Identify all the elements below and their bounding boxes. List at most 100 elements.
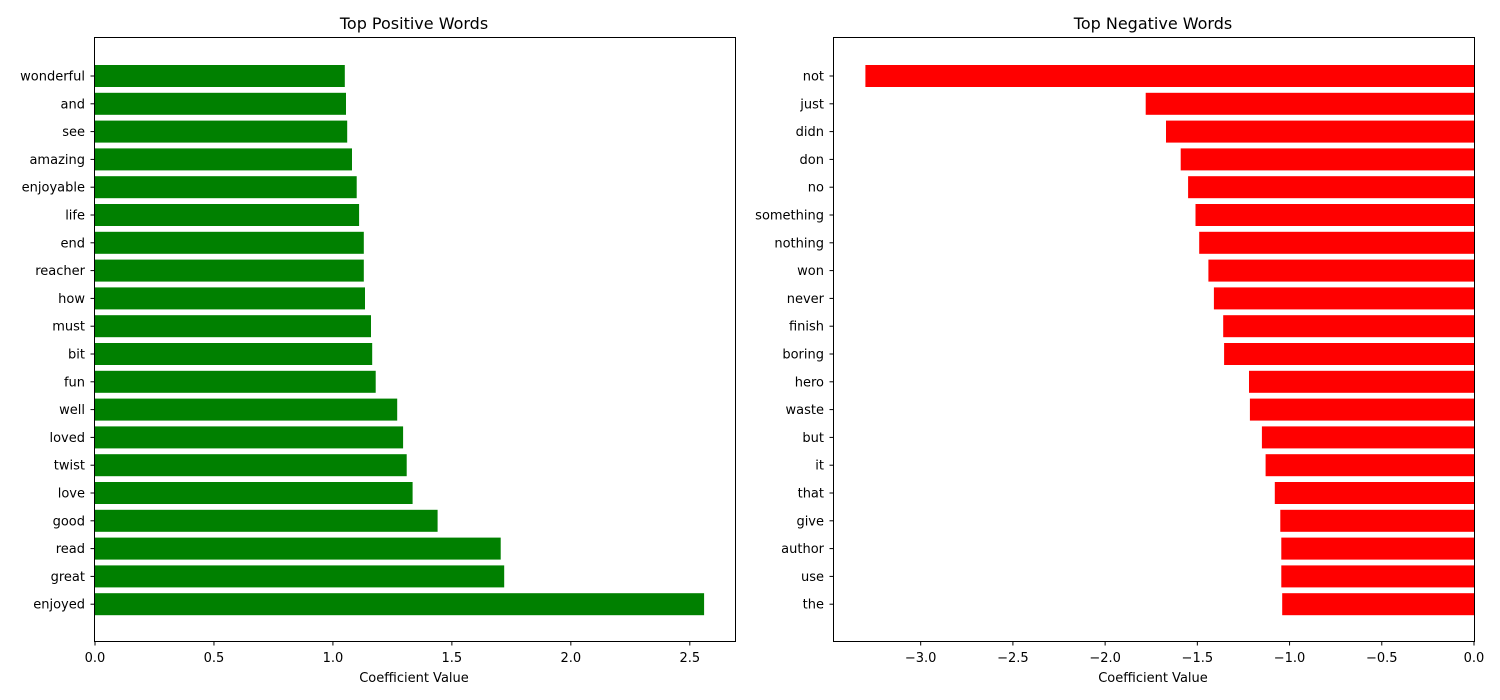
y-tick-label-positive-read: read [56,542,85,557]
y-tick-label-negative-didn: didn [796,125,824,140]
chart-panel-positive: Top Positive Words wonderful and see amazin… [20,14,736,686]
y-tick-label-positive-reacher: reacher [35,264,85,279]
bar-positive-wonderful [95,65,345,87]
y-tick-label-negative-something: something [755,209,824,224]
x-tick-label-positive-1: 0.5 [204,651,225,666]
y-tick-label-negative-hero: hero [795,375,824,390]
bar-negative-hero [1249,370,1474,393]
bar-positive-end [95,231,364,254]
y-tick-label-positive-how: how [58,292,85,307]
bar-positive-fun [95,370,376,393]
bar-positive-reacher [95,259,364,282]
y-tick-label-positive-enjoyable: enjoyable [22,181,85,196]
bar-negative-not [865,65,1474,87]
y-tick-label-negative-never: never [787,292,825,307]
bar-positive-and [95,92,346,115]
bar-positive-well [95,398,398,421]
bar-negative-never [1213,287,1474,310]
bar-positive-twist [95,454,407,477]
bar-positive-enjoyable [95,176,357,199]
x-tick-label-negative-6: 0.0 [1464,651,1485,666]
x-ticks-negative: −3.0 −2.5 −2.0 −1.5 −1.0 −0.5 0.0 [905,641,1485,666]
y-tick-label-negative-just: just [799,97,824,112]
y-tick-label-negative-the: the [803,598,824,613]
bars-negative [865,65,1474,616]
y-tick-label-negative-finish: finish [789,320,824,335]
bar-positive-must [95,315,371,338]
bars-positive [95,65,705,616]
bar-negative-boring [1224,343,1474,365]
axes-frame-negative [833,37,1475,642]
x-axis-label-negative: Coefficient Value [1098,671,1208,686]
y-tick-label-positive-see: see [62,125,85,140]
bar-negative-don [1180,148,1474,171]
y-tick-label-negative-that: that [798,487,824,502]
y-tick-label-positive-enjoyed: enjoyed [33,598,85,613]
y-ticks-positive: wonderful and see amazing enjoyable life end re… [20,70,95,613]
y-tick-label-positive-and: and [61,97,85,112]
bar-positive-enjoyed [95,593,705,616]
chart-panel-negative: Top Negative Words not just didn don no somet… [755,14,1484,686]
bar-negative-didn [1166,120,1474,143]
bar-negative-won [1208,259,1474,282]
y-tick-label-negative-but: but [802,431,824,446]
x-axis-label-positive: Coefficient Value [359,671,469,686]
y-tick-label-negative-nothing: nothing [774,236,824,251]
bar-positive-loved [95,426,404,449]
bar-negative-use [1281,565,1474,588]
bar-positive-life [95,204,360,226]
x-tick-label-negative-0: −3.0 [905,651,937,666]
bar-positive-amazing [95,148,352,171]
y-tick-label-positive-good: good [53,514,85,529]
x-tick-label-negative-5: −0.5 [1366,651,1398,666]
x-tick-label-negative-4: −1.0 [1274,651,1306,666]
bar-negative-author [1281,537,1474,560]
y-tick-label-positive-bit: bit [68,348,85,363]
x-tick-label-negative-3: −1.5 [1182,651,1214,666]
y-tick-label-positive-life: life [65,209,85,224]
y-tick-label-negative-no: no [808,181,824,196]
bar-positive-how [95,287,365,310]
x-tick-label-positive-5: 2.5 [679,651,700,666]
y-tick-label-positive-great: great [51,570,85,585]
bar-negative-something [1195,204,1474,226]
bar-negative-give [1280,509,1474,532]
bar-positive-good [95,509,438,532]
x-tick-label-positive-2: 1.0 [323,651,344,666]
chart-title-positive: Top Positive Words [339,14,488,33]
chart-title-negative: Top Negative Words [1073,14,1232,33]
y-tick-label-positive-amazing: amazing [29,153,85,168]
bar-positive-love [95,482,413,504]
y-tick-label-positive-end: end [61,236,86,251]
x-ticks-positive: 0.0 0.5 1.0 1.5 2.0 2.5 [85,641,700,666]
x-tick-label-positive-0: 0.0 [85,651,106,666]
bar-negative-it [1265,454,1474,477]
y-tick-label-negative-won: won [797,264,824,279]
x-tick-label-negative-1: −2.5 [997,651,1029,666]
y-tick-label-negative-boring: boring [782,348,824,363]
bar-negative-that [1274,482,1474,504]
y-tick-label-negative-use: use [801,570,824,585]
y-tick-label-negative-it: it [815,459,824,474]
bar-negative-waste [1249,398,1474,421]
bar-negative-nothing [1199,231,1474,254]
y-tick-label-negative-don: don [800,153,824,168]
bar-negative-finish [1223,315,1474,338]
axes-frame-positive [94,37,736,642]
y-tick-label-positive-well: well [59,403,85,418]
y-tick-label-positive-twist: twist [54,459,85,474]
bar-positive-bit [95,343,373,365]
bar-positive-see [95,120,348,143]
bar-positive-read [95,537,501,560]
x-tick-label-negative-2: −2.0 [1089,651,1121,666]
y-tick-label-positive-fun: fun [64,375,85,390]
y-tick-label-positive-wonderful: wonderful [20,70,85,85]
x-tick-label-positive-4: 2.0 [560,651,581,666]
bar-negative-no [1188,176,1474,199]
y-tick-label-positive-must: must [52,320,85,335]
y-tick-label-negative-author: author [781,542,824,557]
y-tick-label-negative-waste: waste [786,403,824,418]
bar-negative-just [1145,92,1474,115]
bar-negative-but [1261,426,1474,449]
